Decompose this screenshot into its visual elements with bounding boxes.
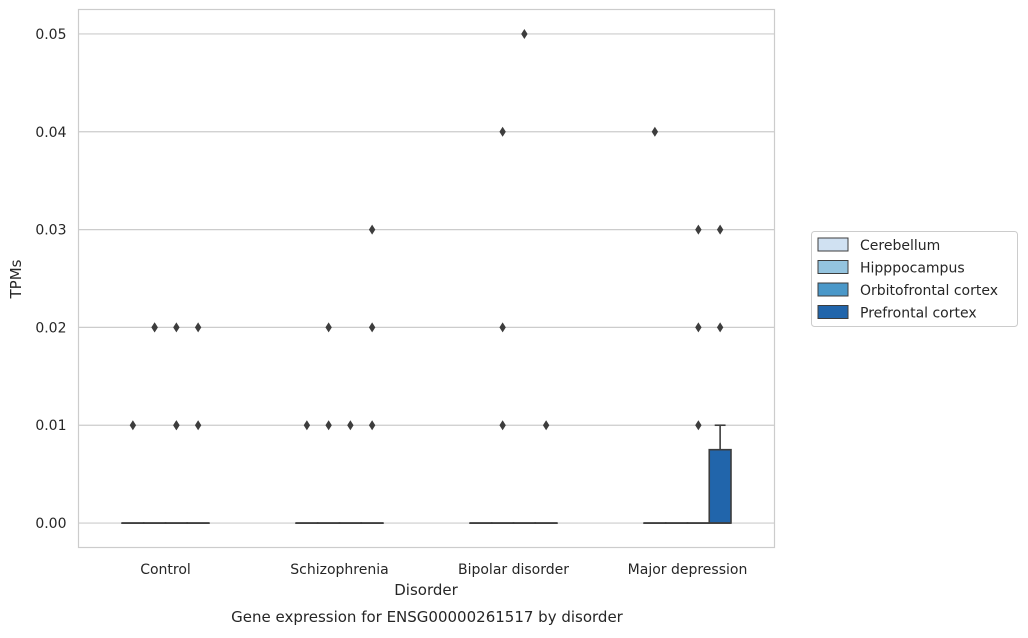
y-tick-label: 0.04 [35, 125, 66, 141]
y-axis-label: TPMs [7, 259, 25, 299]
y-tick-label: 0.02 [35, 320, 66, 336]
legend-swatch [818, 261, 848, 274]
box [709, 450, 731, 523]
x-tick-label: Major depression [628, 562, 748, 578]
y-tick-label: 0.01 [35, 418, 66, 434]
legend-swatch [818, 306, 848, 319]
y-tick-label: 0.03 [35, 223, 66, 239]
legend-label: Cerebellum [860, 238, 940, 254]
x-axis-label: Disorder [394, 581, 458, 599]
x-axis-ticks: Control Schizophrenia Bipolar disorder Majo… [140, 562, 747, 578]
legend-label: Hipppocampus [860, 261, 965, 277]
chart-caption: Gene expression for ENSG00000261517 by d… [231, 608, 624, 626]
y-axis-ticks: 0.00 0.01 0.02 0.03 0.04 0.05 [35, 27, 66, 532]
legend-swatch [818, 238, 848, 251]
legend-label: Prefrontal cortex [860, 306, 977, 322]
x-tick-label: Control [140, 562, 191, 578]
y-tick-label: 0.05 [35, 27, 66, 43]
legend-label: Orbitofrontal cortex [860, 283, 998, 299]
x-tick-label: Bipolar disorder [458, 562, 569, 578]
plot-area-background [79, 10, 775, 548]
y-tick-label: 0.00 [35, 516, 66, 532]
x-tick-label: Schizophrenia [290, 562, 388, 578]
legend-swatch [818, 283, 848, 296]
legend: Cerebellum Hipppocampus Orbitofrontal cort… [812, 232, 1018, 327]
